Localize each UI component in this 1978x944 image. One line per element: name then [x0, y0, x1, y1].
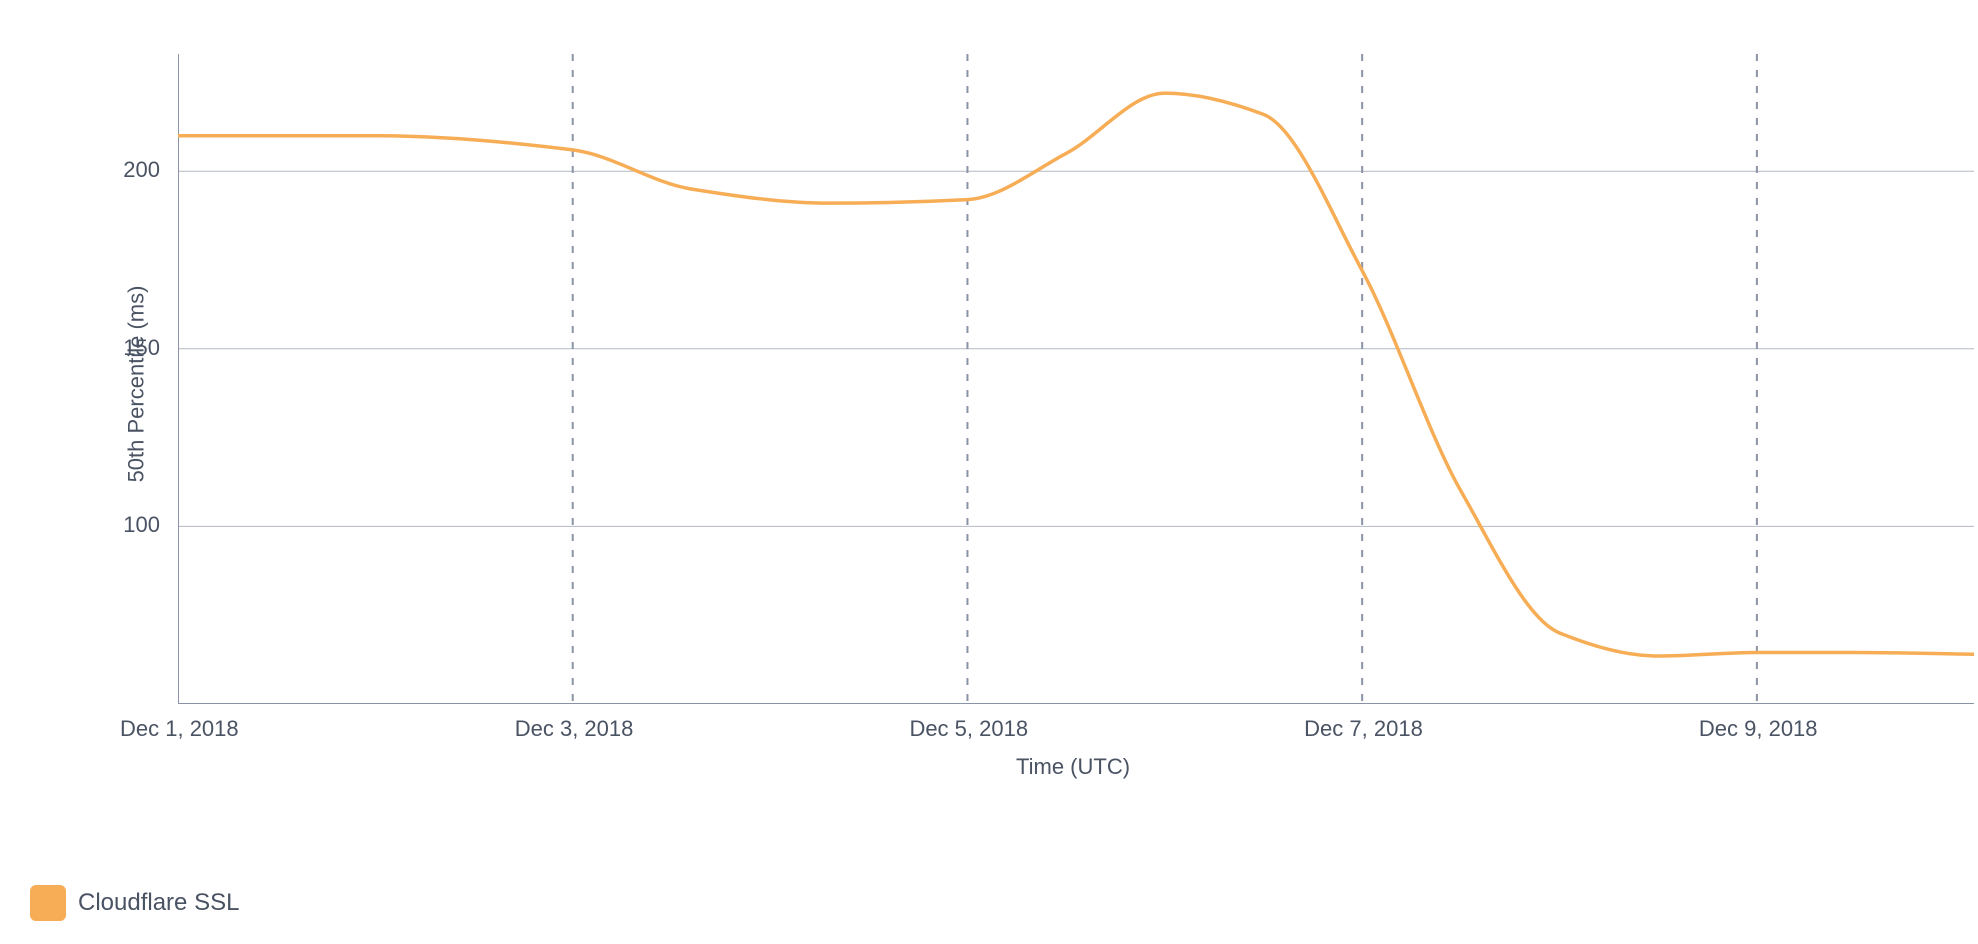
y-tick-label: 200 [123, 157, 160, 183]
y-tick-label: 100 [123, 512, 160, 538]
x-tick-label: Dec 5, 2018 [909, 716, 1028, 742]
x-tick-label: Dec 1, 2018 [120, 716, 239, 742]
x-tick-label: Dec 9, 2018 [1699, 716, 1818, 742]
chart-container: 50th Percentile (ms) Time (UTC) Cloudfla… [0, 0, 1978, 944]
legend-swatch [30, 885, 66, 921]
x-axis-title: Time (UTC) [1016, 754, 1130, 780]
chart-plot [178, 54, 1974, 704]
y-axis-title: 50th Percentile (ms) [123, 286, 149, 483]
x-tick-label: Dec 7, 2018 [1304, 716, 1423, 742]
y-tick-label: 150 [123, 335, 160, 361]
x-tick-label: Dec 3, 2018 [515, 716, 634, 742]
chart-legend: Cloudflare SSL [30, 885, 239, 921]
legend-label: Cloudflare SSL [78, 889, 239, 917]
